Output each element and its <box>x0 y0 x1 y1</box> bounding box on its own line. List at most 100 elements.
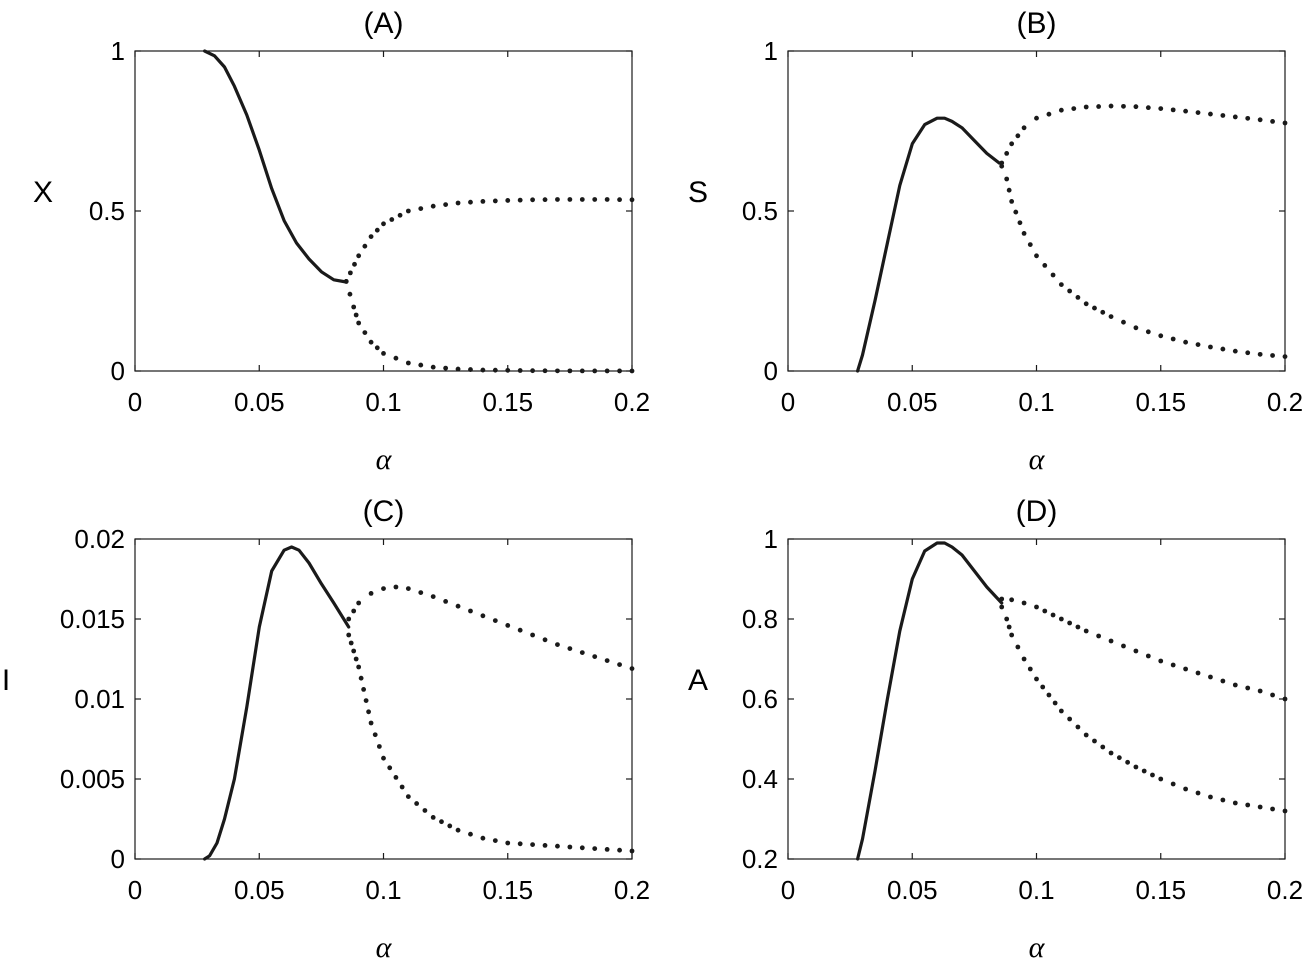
data-point <box>617 847 622 853</box>
data-point <box>1108 103 1114 109</box>
data-point <box>517 627 523 633</box>
data-point <box>368 720 374 726</box>
x-tick-label: 0.05 <box>887 875 938 905</box>
data-point <box>629 848 635 854</box>
data-point <box>579 197 585 202</box>
data-point <box>492 618 498 623</box>
data-point <box>351 608 357 614</box>
data-point <box>1092 305 1097 311</box>
data-point <box>1096 104 1102 109</box>
data-point <box>1195 342 1201 347</box>
data-point <box>1183 108 1188 114</box>
data-point <box>1067 288 1073 294</box>
data-point <box>1058 107 1064 113</box>
data-point <box>1034 115 1039 121</box>
panel-title: (D) <box>1016 495 1058 528</box>
data-point <box>1058 708 1064 714</box>
data-point <box>374 227 380 233</box>
x-tick-label: 0.2 <box>614 875 650 905</box>
y-tick-label: 0.2 <box>742 844 778 874</box>
data-point <box>1208 674 1213 680</box>
data-point <box>422 808 428 813</box>
data-point <box>366 709 371 715</box>
data-point <box>1257 351 1263 357</box>
x-tick-label: 0.2 <box>1267 875 1303 905</box>
data-point <box>592 368 598 374</box>
data-point <box>1220 797 1226 803</box>
data-point <box>393 584 399 590</box>
data-point <box>393 775 399 780</box>
data-point <box>1282 354 1288 359</box>
data-point <box>1125 759 1131 765</box>
data-point <box>418 206 424 212</box>
data-point <box>358 675 364 681</box>
x-tick-label: 0 <box>781 875 795 905</box>
data-point <box>1183 786 1188 792</box>
data-point <box>439 819 444 825</box>
data-point <box>430 594 436 599</box>
data-point <box>1004 151 1010 156</box>
panel-1: 0 0.05 0.1 0.15 0.2 0 0.5 1 (A) α X <box>33 7 650 476</box>
data-point <box>1245 802 1251 808</box>
data-point <box>1021 656 1027 662</box>
y-tick-label: 0.5 <box>89 196 125 226</box>
x-axis-label: α <box>1029 443 1046 476</box>
data-point <box>555 642 560 647</box>
data-point <box>1195 790 1201 796</box>
data-point <box>1017 220 1023 226</box>
panel-4: 0 0.05 0.1 0.15 0.2 0.2 0.4 0.6 0.8 1 (D) α A <box>688 495 1303 964</box>
data-point <box>1195 110 1201 115</box>
data-point <box>1075 724 1081 730</box>
data-point <box>1220 113 1226 118</box>
data-point <box>362 243 368 249</box>
data-point <box>1067 716 1073 722</box>
data-point <box>1108 314 1114 319</box>
y-tick-label: 1 <box>764 524 778 554</box>
data-point <box>1006 624 1012 630</box>
data-point <box>414 801 420 806</box>
data-point <box>505 198 511 203</box>
data-point <box>1083 628 1089 634</box>
data-point <box>1042 608 1048 614</box>
x-tick-label: 0.1 <box>365 875 401 905</box>
data-point <box>405 208 411 214</box>
data-point <box>604 197 610 202</box>
data-point <box>455 603 461 609</box>
data-point <box>1096 633 1102 639</box>
series-line-stable <box>203 49 348 284</box>
data-point <box>567 646 573 651</box>
y-tick-label: 1 <box>764 36 778 66</box>
data-point <box>348 640 354 646</box>
data-point <box>468 831 473 837</box>
data-point <box>1042 263 1048 268</box>
data-point <box>1245 115 1251 121</box>
data-point <box>592 654 598 659</box>
data-point <box>1004 176 1010 182</box>
data-point <box>492 367 498 373</box>
data-point <box>1158 106 1164 111</box>
x-tick-label: 0 <box>128 387 142 417</box>
data-point <box>374 345 380 351</box>
data-point <box>1046 111 1052 117</box>
data-point <box>1158 333 1164 339</box>
data-point <box>1071 106 1077 111</box>
data-point <box>1170 336 1176 342</box>
data-point <box>567 197 573 202</box>
data-point <box>604 658 610 663</box>
data-point <box>530 368 535 374</box>
data-point <box>1052 700 1058 706</box>
data-point <box>592 846 598 851</box>
series-dotted-1 <box>346 584 635 671</box>
axes-frame <box>134 50 633 372</box>
data-point <box>1009 632 1015 638</box>
x-axis-label: α <box>376 931 393 964</box>
data-point <box>1121 319 1126 325</box>
data-point <box>617 368 622 374</box>
panel-3: 0 0.05 0.1 0.15 0.2 0 0.005 0.01 0.015 0.02 (C) α I <box>2 495 650 964</box>
data-point <box>1034 676 1039 682</box>
data-point <box>1009 141 1015 147</box>
data-point <box>1133 325 1139 331</box>
data-point <box>492 198 498 204</box>
data-point <box>430 203 436 209</box>
